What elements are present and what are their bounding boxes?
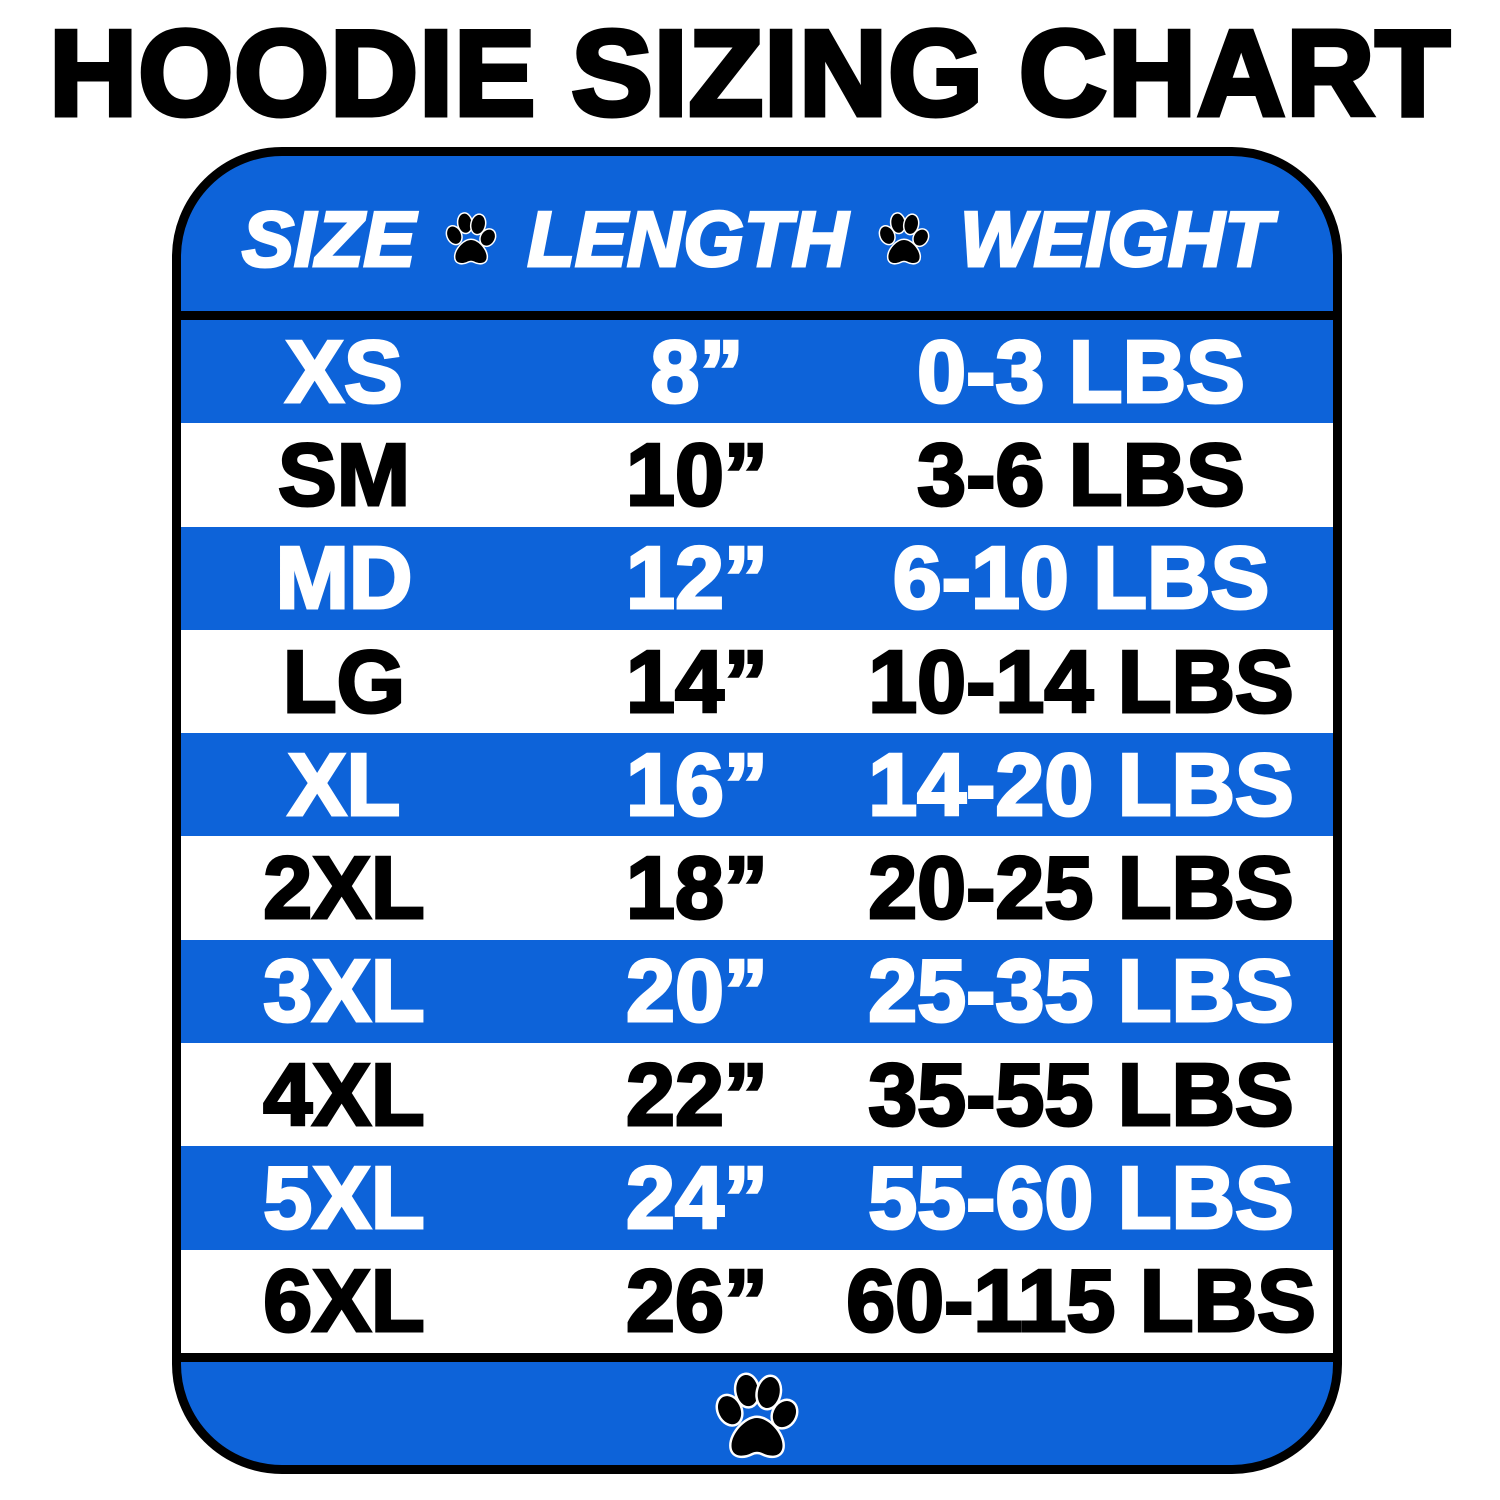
cell-size: 2XL: [262, 837, 426, 939]
cell-size: 3XL: [262, 940, 426, 1042]
cell-size: 6XL: [262, 1250, 426, 1352]
table-header: SIZE LENGTH WEIGHT: [181, 156, 1333, 311]
cell-length: 22”: [625, 1043, 770, 1145]
header-size: SIZE: [240, 194, 416, 285]
table-row: 4XL 22” 35-55 LBS: [181, 1043, 1333, 1147]
table-row: 5XL 24” 55-60 LBS: [181, 1146, 1333, 1250]
cell-length: 20”: [625, 940, 770, 1042]
table-footer: [181, 1362, 1333, 1474]
sizing-table: SIZE LENGTH WEIGHT XS 8” 0-3 LBS SM 10” 3-6 L…: [172, 147, 1342, 1474]
header-length: LENGTH: [526, 194, 850, 285]
cell-weight: 6-10 LBS: [891, 527, 1271, 629]
cell-weight: 10-14 LBS: [867, 630, 1296, 732]
table-row: MD 12” 6-10 LBS: [181, 526, 1333, 630]
cell-weight: 0-3 LBS: [916, 320, 1247, 422]
paw-print-icon: [875, 210, 933, 265]
cell-size: 5XL: [262, 1147, 426, 1249]
table-row: XS 8” 0-3 LBS: [181, 320, 1333, 424]
divider: [181, 311, 1333, 320]
cell-weight: 55-60 LBS: [867, 1147, 1296, 1249]
paw-print-icon: [708, 1369, 806, 1467]
table-row: LG 14” 10-14 LBS: [181, 629, 1333, 734]
cell-size: XL: [286, 733, 401, 835]
cell-weight: 35-55 LBS: [867, 1043, 1296, 1145]
cell-weight: 25-35 LBS: [867, 940, 1296, 1042]
cell-length: 24”: [625, 1147, 770, 1249]
cell-length: 8”: [649, 320, 745, 422]
cell-weight: 20-25 LBS: [867, 837, 1296, 939]
cell-weight: 14-20 LBS: [867, 733, 1296, 835]
cell-length: 26”: [625, 1250, 770, 1352]
paw-print-icon: [443, 210, 500, 265]
table-row: 6XL 26” 60-115 LBS: [181, 1249, 1333, 1353]
cell-weight: 3-6 LBS: [916, 423, 1247, 525]
header-weight: WEIGHT: [959, 194, 1274, 285]
table-row: XL 16” 14-20 LBS: [181, 733, 1333, 837]
cell-length: 16”: [625, 733, 770, 835]
cell-length: 12”: [625, 527, 770, 629]
divider: [181, 1353, 1333, 1362]
cell-size: MD: [274, 527, 414, 629]
cell-size: XS: [284, 320, 404, 422]
cell-size: LG: [281, 630, 406, 732]
table-body: XS 8” 0-3 LBS SM 10” 3-6 LBS MD 12” 6-10 LBS LG 14…: [181, 320, 1333, 1353]
cell-size: SM: [277, 423, 412, 525]
cell-length: 10”: [625, 423, 770, 525]
table-row: SM 10” 3-6 LBS: [181, 423, 1333, 527]
cell-weight: 60-115 LBS: [845, 1250, 1318, 1352]
table-row: 2XL 18” 20-25 LBS: [181, 836, 1333, 940]
cell-length: 18”: [625, 837, 770, 939]
page-title: HOODIE SIZING CHART: [47, 5, 1453, 141]
table-row: 3XL 20” 25-35 LBS: [181, 939, 1333, 1044]
cell-length: 14”: [625, 630, 770, 732]
cell-size: 4XL: [262, 1043, 426, 1145]
